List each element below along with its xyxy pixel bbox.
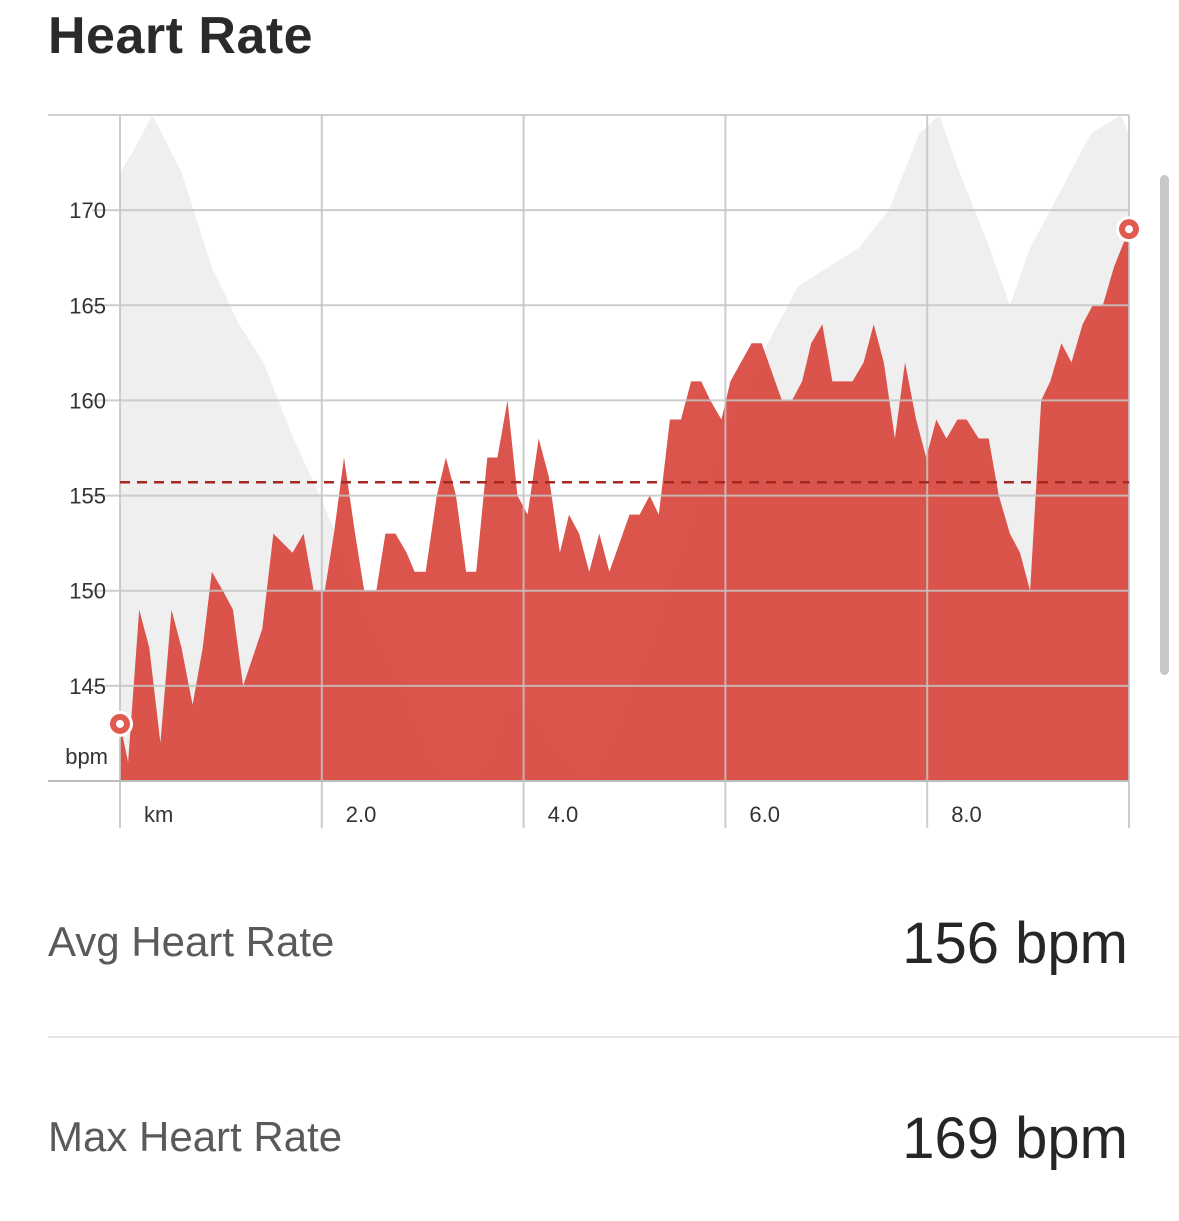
x-tick-label: km [144,802,173,827]
page-title: Heart Rate [48,7,314,65]
max-heart-rate-label: Max Heart Rate [48,1113,343,1160]
y-tick-label: 150 [69,579,106,604]
y-axis-unit: bpm [65,744,108,769]
max-heart-rate-value: 169 bpm [902,1106,1128,1171]
max-heart-rate-row: Max Heart Rate 169 bpm [48,1075,1128,1195]
x-tick-label: 2.0 [346,802,377,827]
heart-rate-area [120,229,1129,781]
y-tick-label: 170 [69,198,106,223]
avg-heart-rate-row: Avg Heart Rate 156 bpm [48,880,1128,1000]
y-tick-label: 165 [69,293,106,318]
y-tick-label: 145 [69,674,106,699]
y-tick-label: 155 [69,484,106,509]
x-tick-label: 8.0 [951,802,982,827]
endpoint-marker-center [116,719,124,728]
y-tick-label: 160 [69,388,106,413]
x-tick-label: 4.0 [548,802,579,827]
avg-heart-rate-value: 156 bpm [902,911,1128,976]
x-tick-label: 6.0 [749,802,780,827]
divider [48,1036,1179,1038]
avg-heart-rate-label: Avg Heart Rate [48,918,335,965]
heart-rate-chart[interactable]: 145 150 155 160 165 170 bpm km 2.0 4.0 6.0 8.0 [0,100,1179,840]
endpoint-marker-center [1125,225,1133,234]
scrollbar[interactable] [1160,175,1169,675]
